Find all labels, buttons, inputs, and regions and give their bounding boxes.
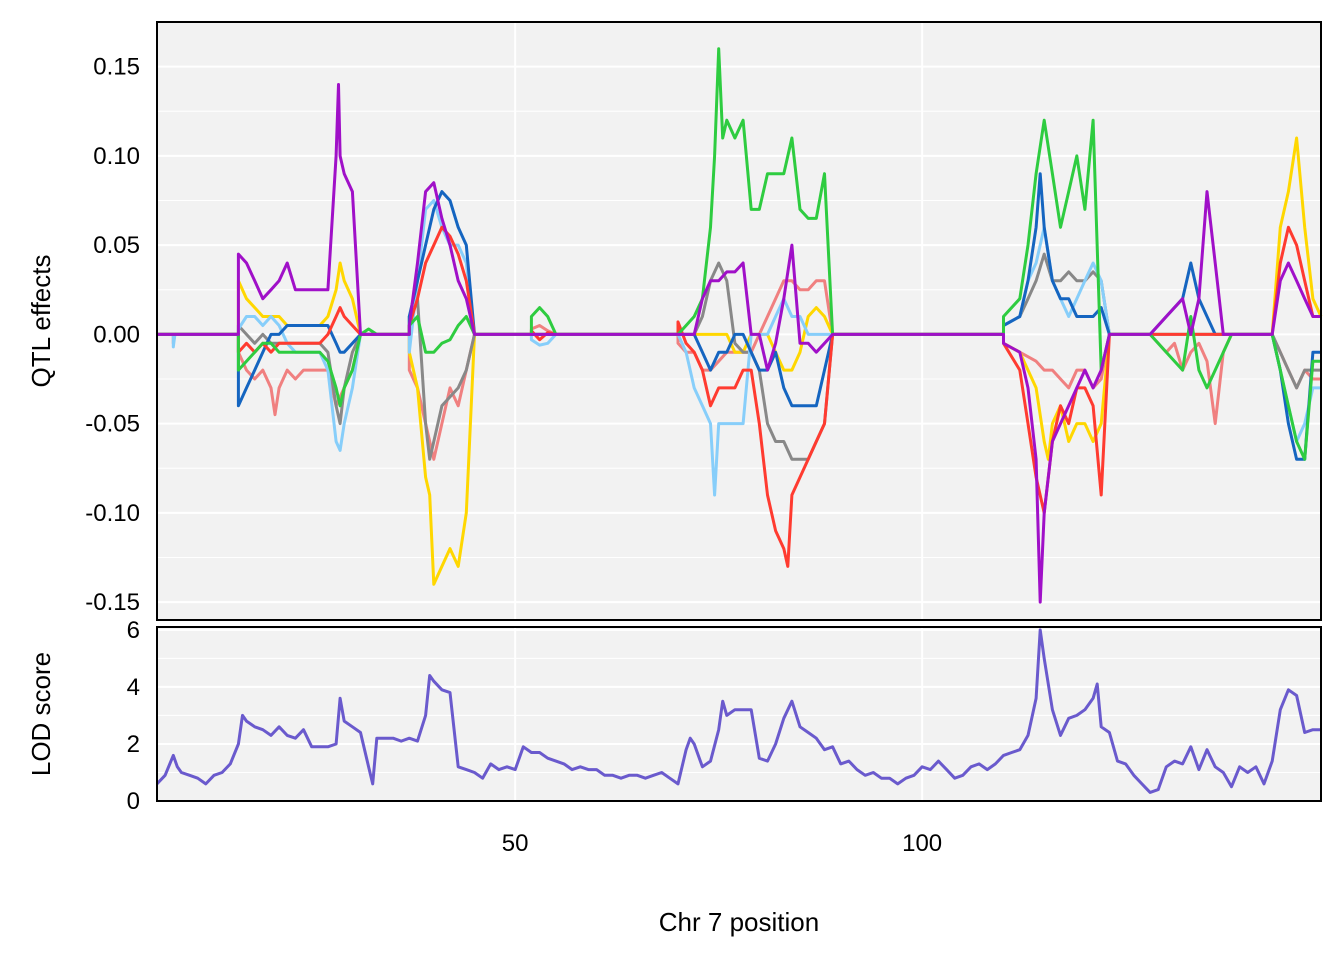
effects-y-tick-label: 0.15 [93, 54, 140, 81]
x-tick-label: 100 [902, 830, 942, 857]
effects-y-axis-title: QTL effects [26, 255, 56, 388]
effects-panel-background [157, 22, 1321, 620]
effects-panel: -0.15 -0.10 -0.05 0.00 0.05 0.10 0.15 QTL effe… [26, 21, 1323, 621]
lod-y-tick-label: 2 [127, 731, 140, 758]
effects-y-tick-label: 0.05 [93, 232, 140, 259]
lod-series-line-1 [155, 628, 1321, 794]
effects-gridlines [157, 22, 1321, 620]
effects-y-tick-label: 0.10 [93, 143, 140, 170]
effects-y-ticks: -0.15 -0.10 -0.05 0.00 0.05 0.10 0.15 [85, 54, 140, 617]
lod-y-tick-label: 4 [127, 674, 140, 701]
x-tick-label: 50 [502, 830, 529, 857]
lod-panel: 0 2 4 6 50 100 LOD score Chr 7 position [26, 617, 1322, 937]
effects-y-tick-label: -0.15 [85, 589, 140, 616]
lod-panel-background [157, 627, 1321, 801]
effects-y-tick-label: -0.10 [85, 500, 140, 527]
x-axis-title: Chr 7 position [659, 907, 819, 937]
lod-y-tick-label: 0 [127, 788, 140, 815]
x-ticks: 50 100 [502, 830, 942, 857]
effects-panel-border [156, 21, 1322, 621]
lod-y-tick-label: 6 [127, 617, 140, 644]
effects-y-tick-label: -0.05 [85, 411, 140, 438]
effects-series-line-8 [157, 83, 1321, 604]
lod-y-axis-title: LOD score [26, 652, 56, 776]
lod-y-ticks: 0 2 4 6 [127, 617, 140, 815]
lod-series [155, 628, 1321, 794]
effects-series [157, 47, 1323, 604]
effects-y-tick-label: 0.00 [93, 321, 140, 348]
lod-panel-border [156, 626, 1322, 802]
